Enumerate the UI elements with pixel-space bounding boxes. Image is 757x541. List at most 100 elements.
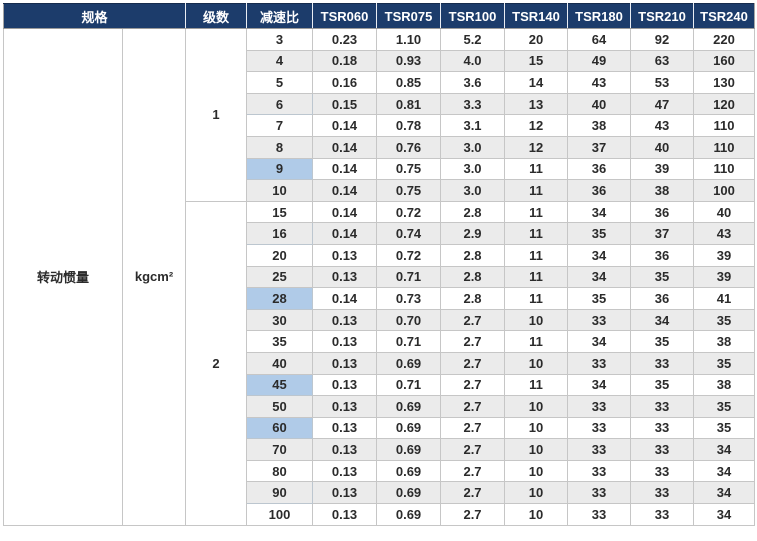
value-cell: 10 xyxy=(504,438,569,461)
ratio-cell: 6 xyxy=(246,92,314,116)
value-cell: 34 xyxy=(693,438,756,461)
value-cell: 110 xyxy=(693,114,756,137)
value-cell: 0.13 xyxy=(312,395,378,418)
ratio-cell: 25 xyxy=(246,265,314,289)
table-row: 60 0.13 0.69 2.7 10 33 33 35 xyxy=(4,416,756,440)
value-cell: 39 xyxy=(693,243,756,267)
ratio-cell: 80 xyxy=(246,459,314,483)
ratio-cell: 50 xyxy=(246,395,314,418)
value-cell: 12 xyxy=(504,114,569,137)
value-cell: 2.8 xyxy=(440,243,506,267)
value-cell: 0.15 xyxy=(312,92,378,116)
value-cell: 33 xyxy=(567,308,632,332)
value-cell: 0.75 xyxy=(376,179,442,202)
value-cell: 0.14 xyxy=(312,222,378,245)
value-cell: 2.7 xyxy=(440,503,506,526)
ratio-cell: 3 xyxy=(246,28,314,51)
header-model-tsr060: TSR060 xyxy=(312,3,377,29)
table-row: 9 0.14 0.75 3.0 11 36 39 110 xyxy=(4,157,756,181)
value-cell: 33 xyxy=(630,459,695,483)
stage-cell: 2 xyxy=(185,200,248,526)
header-spec: 规格 xyxy=(3,3,186,29)
value-cell: 0.13 xyxy=(312,308,378,332)
table-row: 转动惯量 kgcm² 1 3 0.23 1.10 5.2 20 64 92 220 xyxy=(3,28,756,526)
value-cell: 0.72 xyxy=(376,200,442,224)
value-cell: 0.23 xyxy=(312,28,378,51)
header-model-tsr100: TSR100 xyxy=(440,3,505,29)
ratio-cell: 40 xyxy=(246,351,314,375)
value-cell: 0.81 xyxy=(376,92,442,116)
value-cell: 0.69 xyxy=(376,459,442,483)
ratio-cell: 30 xyxy=(246,308,314,332)
value-cell: 33 xyxy=(630,416,695,440)
value-cell: 36 xyxy=(630,287,695,310)
value-cell: 0.13 xyxy=(312,243,378,267)
value-cell: 33 xyxy=(630,481,695,505)
value-cell: 0.71 xyxy=(376,265,442,289)
value-cell: 130 xyxy=(693,71,756,94)
value-cell: 34 xyxy=(693,481,756,505)
value-cell: 11 xyxy=(504,265,569,289)
value-cell: 0.16 xyxy=(312,71,378,94)
value-cell: 10 xyxy=(504,459,569,483)
value-cell: 2.8 xyxy=(440,265,506,289)
value-cell: 20 xyxy=(504,28,569,51)
value-cell: 10 xyxy=(504,351,569,375)
value-cell: 40 xyxy=(567,92,632,116)
value-cell: 0.13 xyxy=(312,459,378,483)
stage-cell: 1 xyxy=(185,28,248,202)
header-model-tsr210: TSR210 xyxy=(630,3,694,29)
table-row: 30 0.13 0.70 2.7 10 33 34 35 xyxy=(4,308,756,332)
ratio-cell: 90 xyxy=(246,481,314,505)
value-cell: 40 xyxy=(693,200,756,224)
value-cell: 39 xyxy=(630,157,695,181)
value-cell: 38 xyxy=(693,330,756,353)
value-cell: 0.70 xyxy=(376,308,442,332)
ratio-cell: 20 xyxy=(246,243,314,267)
value-cell: 0.13 xyxy=(312,416,378,440)
value-cell: 33 xyxy=(567,351,632,375)
value-cell: 5.2 xyxy=(440,28,506,51)
value-cell: 0.13 xyxy=(312,438,378,461)
value-cell: 36 xyxy=(567,179,632,202)
value-cell: 40 xyxy=(630,135,695,159)
value-cell: 63 xyxy=(630,49,695,73)
ratio-cell: 7 xyxy=(246,114,314,137)
value-cell: 10 xyxy=(504,395,569,418)
value-cell: 0.71 xyxy=(376,373,442,397)
value-cell: 34 xyxy=(567,243,632,267)
value-cell: 0.93 xyxy=(376,49,442,73)
value-cell: 0.71 xyxy=(376,330,442,353)
value-cell: 38 xyxy=(630,179,695,202)
value-cell: 43 xyxy=(630,114,695,137)
table-row: 10 0.14 0.75 3.0 11 36 38 100 xyxy=(4,179,756,202)
value-cell: 0.74 xyxy=(376,222,442,245)
value-cell: 1.10 xyxy=(376,28,442,51)
value-cell: 0.69 xyxy=(376,395,442,418)
value-cell: 0.69 xyxy=(376,503,442,526)
value-cell: 11 xyxy=(504,157,569,181)
value-cell: 11 xyxy=(504,200,569,224)
value-cell: 0.69 xyxy=(376,481,442,505)
value-cell: 160 xyxy=(693,49,756,73)
value-cell: 11 xyxy=(504,287,569,310)
value-cell: 2.7 xyxy=(440,308,506,332)
table-row: 80 0.13 0.69 2.7 10 33 33 34 xyxy=(4,459,756,483)
value-cell: 0.18 xyxy=(312,49,378,73)
value-cell: 2.7 xyxy=(440,438,506,461)
value-cell: 33 xyxy=(630,351,695,375)
ratio-cell: 5 xyxy=(246,71,314,94)
value-cell: 35 xyxy=(693,416,756,440)
value-cell: 35 xyxy=(630,330,695,353)
value-cell: 47 xyxy=(630,92,695,116)
value-cell: 2.7 xyxy=(440,395,506,418)
value-cell: 33 xyxy=(630,503,695,526)
value-cell: 34 xyxy=(567,373,632,397)
value-cell: 2.7 xyxy=(440,416,506,440)
table-row: 2 15 0.14 0.72 2.8 11 34 36 40 xyxy=(4,200,756,526)
value-cell: 13 xyxy=(504,92,569,116)
table-row: 7 0.14 0.78 3.1 12 38 43 110 xyxy=(4,114,756,137)
value-cell: 0.14 xyxy=(312,200,378,224)
value-cell: 3.0 xyxy=(440,135,506,159)
value-cell: 2.8 xyxy=(440,287,506,310)
